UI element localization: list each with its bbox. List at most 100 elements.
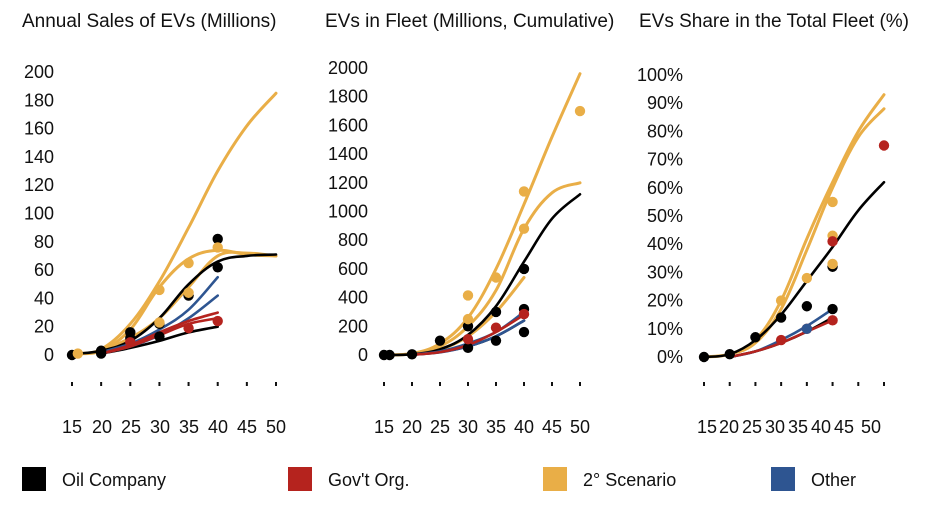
y-tick-label: 1000 (328, 202, 368, 222)
data-point-oil (154, 331, 165, 342)
x-tick-mark (579, 382, 581, 386)
y-tick-label: 0% (657, 347, 683, 367)
y-tick-label: 40 (34, 288, 54, 308)
data-point-scen (827, 196, 838, 208)
x-tick-mark (383, 382, 385, 386)
x-tick-mark (523, 382, 525, 386)
x-tick-label: 40 (514, 417, 534, 437)
data-point-oil (212, 233, 223, 245)
series-line-scen (702, 107, 886, 359)
x-tick-label: 50 (570, 417, 590, 437)
x-tick-mark (275, 382, 277, 386)
x-tick-label: 15 (374, 417, 394, 437)
data-point-oil (95, 348, 107, 359)
legend-item-other: Other (771, 467, 856, 491)
y-tick-label: 100 (24, 204, 54, 224)
y-tick-label: 0 (44, 345, 54, 365)
x-tick-label: 25 (121, 417, 141, 437)
x-tick-mark (883, 382, 885, 386)
x-tick-mark (245, 382, 248, 386)
y-tick-label: 10% (647, 319, 683, 339)
x-tick-mark (100, 382, 103, 386)
y-tick-label: 800 (338, 230, 368, 250)
x-tick-label: 30 (458, 417, 478, 437)
y-tick-label: 80 (34, 232, 54, 252)
x-tick-mark (780, 382, 783, 386)
data-point-scen (775, 295, 787, 306)
y-tick-label: 600 (338, 259, 368, 279)
x-tick-label: 25 (742, 417, 762, 437)
chart-panel-3: EVs Share in the Total Fleet (%) 0% 10% 20%… (637, 11, 909, 437)
data-point-scen (827, 258, 838, 270)
y-tick-label: 1600 (328, 115, 368, 135)
chart-panel-1: Annual Sales of EVs (Millions) 0 20 40 60 80 1… (22, 11, 286, 437)
legend-swatch (543, 467, 567, 491)
x-tick-mark (728, 382, 731, 386)
data-point-gov (490, 322, 502, 333)
y-tick-label: 140 (24, 147, 54, 167)
series-line-oil (382, 193, 582, 357)
y-tick-label: 1800 (328, 87, 368, 107)
x-tick-mark (439, 382, 441, 386)
legend: Oil Company Gov't Org. 2° Scenario Other (22, 467, 856, 491)
chart-title: EVs Share in the Total Fleet (%) (639, 11, 909, 32)
data-point-oil (518, 326, 530, 338)
x-tick-label: 45 (542, 417, 562, 437)
data-point-scen (574, 105, 586, 117)
x-tick-label: 40 (811, 417, 831, 437)
x-tick-label: 20 (402, 417, 422, 437)
data-point-gov (827, 236, 838, 247)
x-tick-label: 25 (430, 417, 450, 437)
data-point-gov (878, 140, 890, 151)
data-point-oil (406, 349, 418, 360)
series-line-scen (382, 181, 582, 357)
x-tick-mark (216, 382, 219, 386)
legend-swatch (22, 467, 46, 491)
x-tick-mark (495, 382, 497, 386)
data-point-scen (462, 313, 474, 325)
data-point-scen (212, 242, 223, 253)
data-point-oil (212, 262, 223, 273)
data-point-scen (518, 223, 530, 234)
y-tick-label: 0 (358, 345, 368, 365)
x-tick-mark (831, 382, 834, 386)
data-point-gov (518, 308, 530, 320)
legend-item-scen: 2° Scenario (543, 467, 676, 491)
x-tick-mark (129, 382, 132, 386)
x-tick-label: 40 (208, 417, 228, 437)
x-tick-label: 15 (62, 417, 82, 437)
legend-label: Gov't Org. (328, 470, 409, 490)
data-point-gov (775, 334, 787, 346)
x-tick-label: 30 (150, 417, 170, 437)
legend-label: Other (811, 470, 856, 490)
legend-label: 2° Scenario (583, 470, 676, 490)
x-tick-label: 20 (92, 417, 112, 437)
data-point-scen (154, 284, 165, 296)
data-point-oil (462, 342, 474, 354)
x-tick-mark (857, 382, 860, 386)
chart-title: Annual Sales of EVs (Millions) (22, 11, 277, 32)
x-tick-mark (187, 382, 190, 386)
chart-panel-2: EVs in Fleet (Millions, Cumulative) 0 200 4… (325, 11, 614, 437)
y-tick-label: 60 (34, 260, 54, 280)
data-point-scen (183, 257, 194, 269)
y-tick-label: 50% (647, 206, 683, 226)
data-point-scen (462, 290, 474, 301)
data-point-gov (125, 337, 136, 348)
legend-swatch (288, 467, 312, 491)
data-point-oil (384, 349, 395, 361)
y-tick-label: 2000 (328, 58, 368, 78)
data-point-scen (518, 186, 530, 197)
x-tick-label: 35 (179, 417, 199, 437)
y-tick-label: 70% (647, 150, 683, 170)
y-tick-label: 200 (24, 62, 54, 82)
x-tick-label: 50 (861, 417, 881, 437)
legend-label: Oil Company (62, 470, 166, 490)
data-point-gov (827, 315, 838, 326)
data-point-scen (183, 287, 194, 298)
y-tick-label: 400 (338, 288, 368, 308)
data-point-gov (212, 315, 223, 327)
y-tick-label: 20% (647, 291, 683, 311)
data-point-scen (154, 317, 165, 328)
